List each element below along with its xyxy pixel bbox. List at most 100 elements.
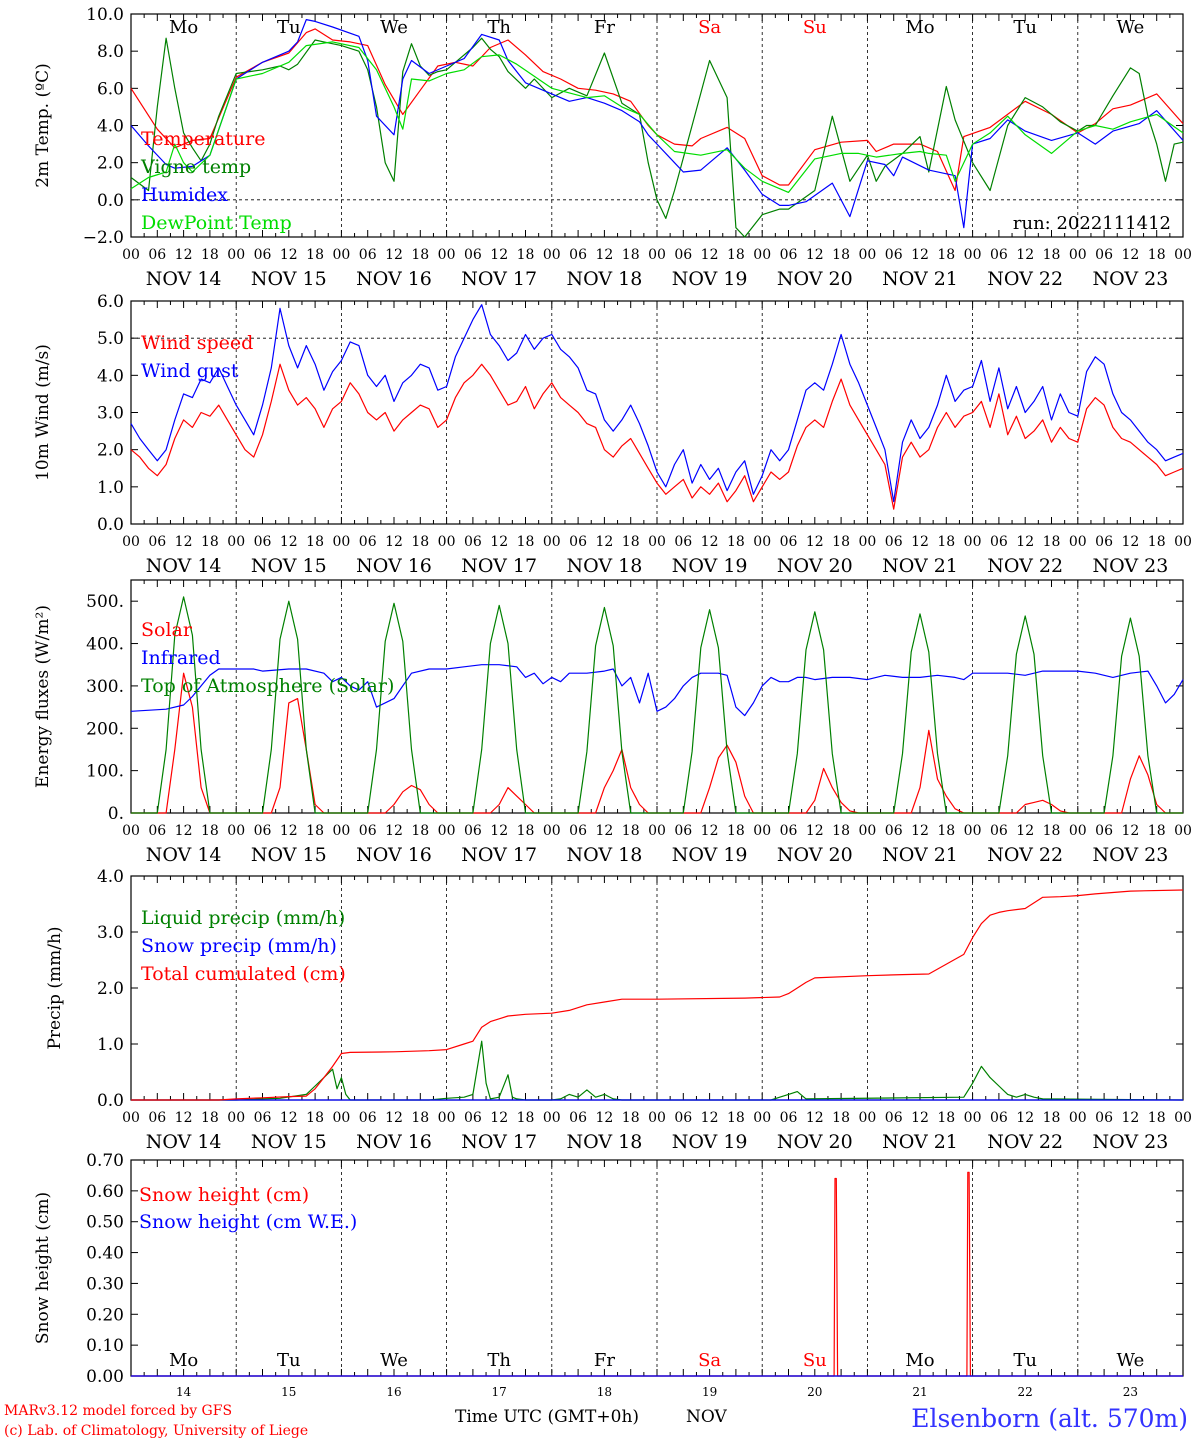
hour-label: 00 [122, 534, 140, 550]
hour-label: 12 [806, 1110, 824, 1126]
hour-label: 06 [254, 247, 272, 263]
hour-label: 06 [148, 247, 166, 263]
date-label: NOV 19 [672, 844, 748, 866]
y-tick-label: 0.20 [86, 1305, 124, 1325]
hour-label: 12 [175, 823, 193, 839]
hour-label: 06 [569, 823, 587, 839]
y-tick-label: 10.0 [86, 5, 124, 25]
date-label: NOV 14 [146, 844, 222, 866]
hour-label: 12 [490, 534, 508, 550]
hour-label: 00 [648, 823, 666, 839]
day-name: Fr [594, 1350, 615, 1371]
hour-label: 12 [806, 534, 824, 550]
hour-label: 00 [332, 1110, 350, 1126]
y-tick-label: 0.0 [97, 1091, 124, 1111]
time-axis-title: Time UTC (GMT+0h) [455, 1407, 639, 1427]
date-label: NOV 15 [251, 1131, 327, 1153]
footer: MARv3.12 model forced by GFS (c) Lab. of… [4, 1403, 1188, 1439]
day-name: Su [803, 1350, 827, 1371]
hour-label: 00 [964, 1110, 982, 1126]
day-name: We [380, 17, 408, 38]
hour-label: 18 [306, 1110, 324, 1126]
hour-label: 18 [517, 534, 535, 550]
legend-entry: Total cumulated (cm) [141, 963, 346, 985]
date-label: NOV 18 [566, 555, 642, 577]
hour-label: 12 [911, 534, 929, 550]
hour-label: 18 [1043, 823, 1061, 839]
hour-label: 12 [175, 534, 193, 550]
hour-label: 18 [201, 1110, 219, 1126]
day-number: 20 [807, 1385, 822, 1399]
y-axis-title: 10m Wind (m/s) [33, 344, 53, 481]
hour-label: 18 [832, 534, 850, 550]
legend-entry: Temperature [141, 128, 265, 150]
legend-entry: Snow height (cm) [139, 1184, 309, 1206]
hour-label: 12 [911, 247, 929, 263]
y-tick-label: 6.0 [97, 292, 124, 312]
hour-label: 00 [753, 534, 771, 550]
hour-label: 18 [622, 247, 640, 263]
hour-label: 06 [1095, 534, 1113, 550]
hour-label: 06 [674, 823, 692, 839]
hour-label: 18 [1148, 823, 1166, 839]
hour-label: 00 [1069, 823, 1087, 839]
hour-label: 00 [1069, 1110, 1087, 1126]
hour-label: 00 [1069, 534, 1087, 550]
hour-label: 18 [1043, 247, 1061, 263]
month-label: NOV [686, 1407, 728, 1427]
day-name: We [1117, 17, 1145, 38]
date-label: NOV 21 [882, 268, 958, 290]
hour-label: 00 [964, 247, 982, 263]
hour-label: 06 [990, 1110, 1008, 1126]
hour-label: 00 [648, 247, 666, 263]
hour-label: 00 [858, 1110, 876, 1126]
legend-entry: Vigne temp [140, 156, 251, 178]
y-tick-label: 8.0 [97, 42, 124, 62]
hour-label: 06 [674, 534, 692, 550]
day-number: 22 [1018, 1385, 1033, 1399]
hour-label: 00 [648, 534, 666, 550]
hour-label: 18 [727, 534, 745, 550]
hour-label: 12 [701, 534, 719, 550]
series-wind-gust [130, 304, 1184, 503]
hour-label: 12 [701, 823, 719, 839]
day-number: 15 [281, 1385, 296, 1399]
y-tick-label: 0.0 [97, 515, 124, 535]
hour-label: 12 [595, 1110, 613, 1126]
hour-label: 06 [569, 1110, 587, 1126]
y-tick-label: 200. [86, 719, 124, 739]
date-label: NOV 14 [146, 1131, 222, 1153]
hour-label: 00 [227, 823, 245, 839]
hour-label: 06 [885, 1110, 903, 1126]
legend-entry: DewPoint Temp [141, 212, 292, 234]
hour-label: 06 [990, 534, 1008, 550]
hour-label: 00 [1174, 1110, 1192, 1126]
hour-label: 06 [885, 823, 903, 839]
hour-label: 06 [359, 1110, 377, 1126]
hour-label: 18 [306, 247, 324, 263]
day-name: Tu [277, 17, 301, 38]
hour-label: 12 [175, 247, 193, 263]
date-label: NOV 18 [566, 1131, 642, 1153]
hour-label: 18 [411, 823, 429, 839]
hour-label: 12 [1016, 247, 1034, 263]
hour-label: 06 [569, 534, 587, 550]
hour-label: 12 [1121, 823, 1139, 839]
hour-label: 00 [227, 247, 245, 263]
day-name: We [380, 1350, 408, 1371]
date-label: NOV 17 [461, 844, 537, 866]
date-label: NOV 21 [882, 1131, 958, 1153]
hour-label: 06 [780, 823, 798, 839]
hour-label: 18 [622, 1110, 640, 1126]
hour-label: 00 [438, 1110, 456, 1126]
hour-label: 06 [464, 534, 482, 550]
y-tick-label: 100. [86, 762, 124, 782]
hour-label: 00 [648, 1110, 666, 1126]
panel-5: 0.00 0.10 0.20 0.30 0.40 0.50 0.60 0.70 Snow hei… [33, 1151, 1184, 1399]
day-number: 21 [912, 1385, 927, 1399]
series-top-of-atmosphere-solar [131, 596, 1183, 814]
day-name: Mo [905, 17, 934, 38]
day-name: Fr [594, 17, 615, 38]
hour-label: 18 [727, 823, 745, 839]
hour-label: 00 [332, 534, 350, 550]
